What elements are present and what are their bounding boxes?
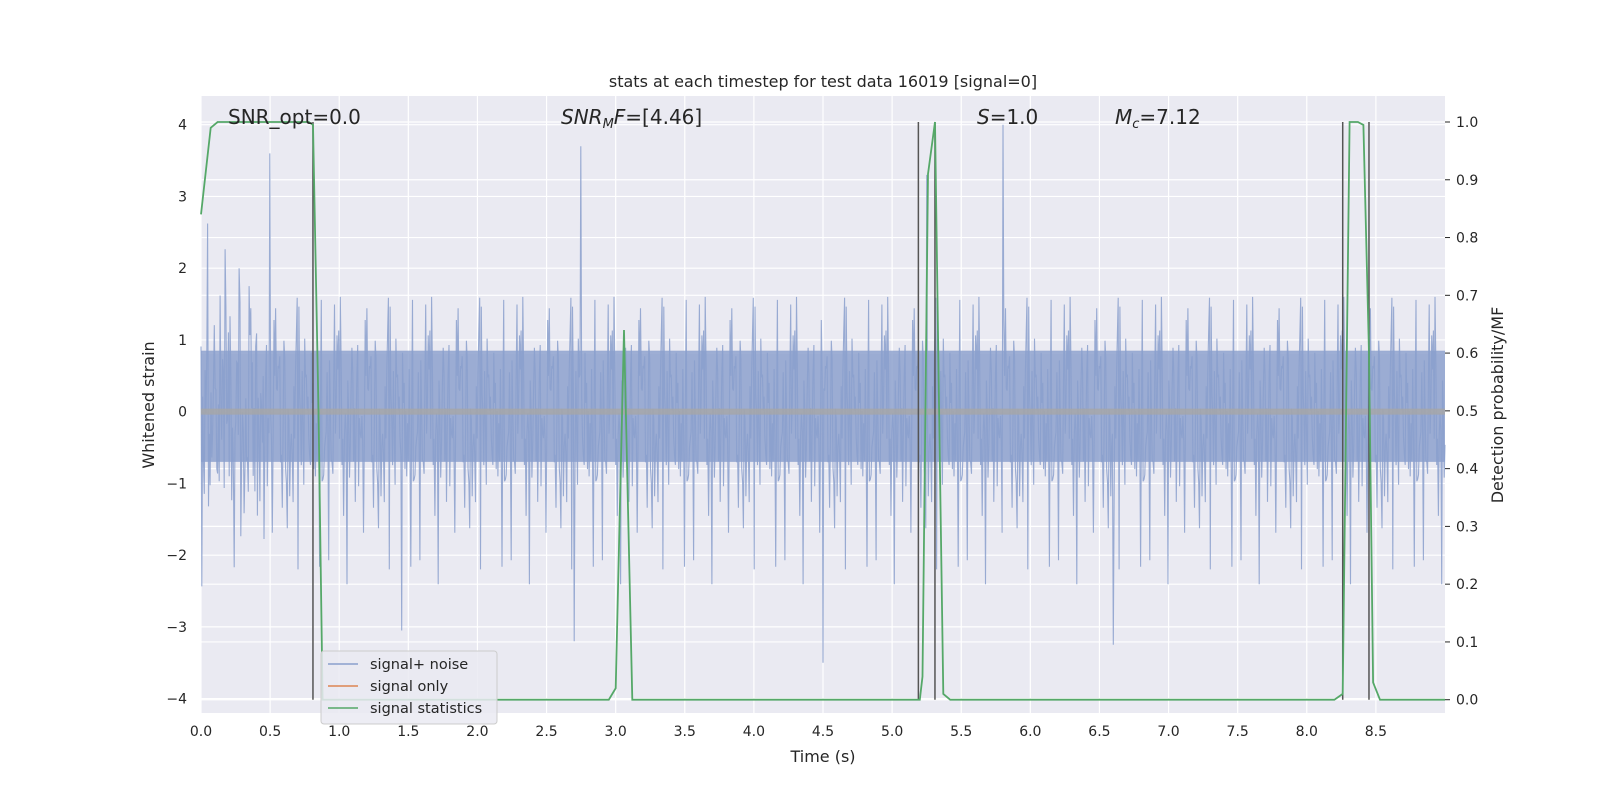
x-tick-label: 6.0 [1019, 724, 1041, 740]
y2-tick-label: 0.6 [1456, 346, 1478, 362]
y2-tick-label: 1.0 [1456, 115, 1478, 131]
x-tick-label: 5.5 [950, 724, 972, 740]
x-tick-label: 3.5 [674, 724, 696, 740]
x-tick-label: 4.5 [812, 724, 834, 740]
x-tick-label: 5.0 [881, 724, 903, 740]
annotation-snr-mf-rest: =[4.46] [625, 105, 702, 129]
annotation-s-value: S=1.0 [977, 105, 1038, 129]
series-signal-statistics [200, 121, 1445, 701]
y-tick-label: 0 [178, 405, 187, 421]
x-tick-label: 2.5 [535, 724, 557, 740]
chart-title: stats at each timestep for test data 160… [609, 72, 1037, 91]
x-tick-label: 8.0 [1296, 724, 1318, 740]
y-tick-label: −1 [166, 476, 187, 492]
y-tick-label: 1 [178, 333, 187, 349]
y2-axis-title: Detection probability/MF [1488, 307, 1507, 504]
x-tick-label: 4.0 [743, 724, 765, 740]
x-axis-title: Time (s) [789, 747, 855, 766]
x-tick-label: 1.0 [328, 724, 350, 740]
y-axis-title: Whitened strain [139, 341, 158, 468]
y2-tick-label: 0.8 [1456, 231, 1478, 247]
signal-statistics-line [200, 121, 1445, 701]
y-tick-label: −4 [166, 692, 187, 708]
annotation-snr-mf: SNRMF=[4.46] [561, 105, 702, 132]
y2-tick-label: 0.3 [1456, 519, 1478, 535]
x-tick-label: 3.0 [605, 724, 627, 740]
y2-tick-label: 0.9 [1456, 173, 1478, 189]
legend-label-signal-only: signal only [370, 679, 449, 695]
annotation-mc-value: Mc=7.12 [1115, 105, 1201, 132]
y-tick-label: 4 [178, 118, 187, 134]
y2-tick-labels: 0.0 0.1 0.2 0.3 0.4 0.5 0.6 0.7 0.8 0.9 1.0 [1445, 115, 1478, 709]
x-tick-labels: 0.0 0.5 1.0 1.5 2.0 2.5 3.0 3.5 4.0 4.5 5.0 5.5 6.0 6… [190, 724, 1387, 740]
series-signal-plus-noise [200, 124, 1446, 663]
y2-tick-label: 0.5 [1456, 404, 1478, 420]
legend-label-signal-plus-noise: signal+ noise [370, 657, 468, 673]
x-tick-label: 6.5 [1088, 724, 1110, 740]
y2-tick-label: 0.1 [1456, 635, 1478, 651]
signal-plus-noise-line [200, 124, 1446, 663]
legend-label-signal-statistics: signal statistics [370, 701, 482, 717]
legend-box [320, 650, 498, 725]
y2-tick-label: 0.4 [1456, 462, 1478, 478]
legend: signal+ noise signal only signal statist… [320, 650, 498, 725]
y2-tick-label: 0.7 [1456, 288, 1478, 304]
y-tick-label: −3 [166, 620, 187, 636]
annotations: SNR_opt=0.0 SNRMF=[4.46] S=1.0 Mc=7.12 [228, 105, 1201, 132]
y-tick-label: −2 [166, 548, 187, 564]
y-tick-label: 2 [178, 261, 187, 277]
x-tick-label: 8.5 [1365, 724, 1387, 740]
y2-tick-label: 0.0 [1456, 693, 1478, 709]
y-tick-labels: −4 −3 −2 −1 0 1 2 3 4 [166, 118, 187, 708]
x-tick-label: 7.5 [1227, 724, 1249, 740]
x-tick-label: 0.5 [259, 724, 281, 740]
annotation-snr-opt: SNR_opt=0.0 [228, 105, 361, 129]
x-tick-label: 1.5 [397, 724, 419, 740]
x-tick-label: 0.0 [190, 724, 212, 740]
x-tick-label: 2.0 [466, 724, 488, 740]
y-tick-label: 3 [178, 189, 187, 205]
x-tick-label: 7.0 [1157, 724, 1179, 740]
y2-tick-label: 0.2 [1456, 577, 1478, 593]
